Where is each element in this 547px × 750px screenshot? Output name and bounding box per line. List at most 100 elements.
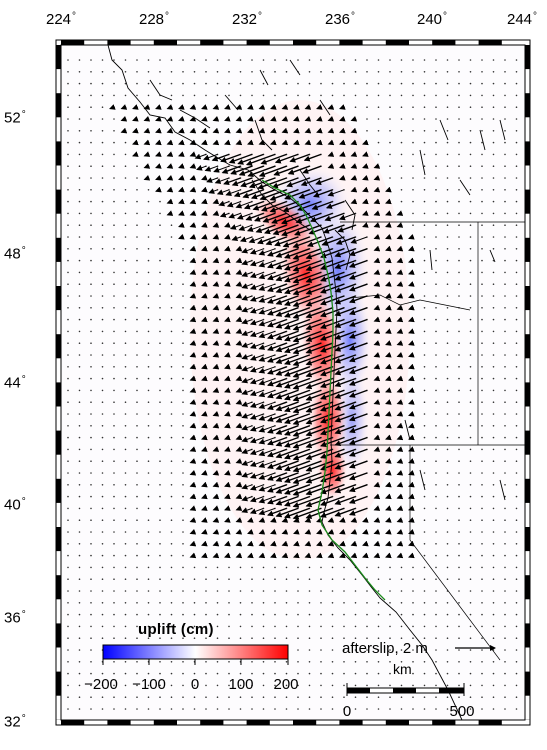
afterslip-vector (373, 458, 381, 464)
grid-dot (412, 189, 414, 191)
grid-dot (515, 318, 518, 321)
grid-dot (147, 578, 150, 580)
scale-bar (346, 683, 465, 696)
grid-dot (412, 613, 414, 616)
frame-tick (246, 40, 270, 45)
afterslip-vector (339, 151, 346, 157)
scale-bar-start: 0 (342, 703, 352, 720)
afterslip-vector (327, 139, 335, 146)
grid-dot (101, 189, 104, 191)
grid-dot (481, 307, 483, 309)
afterslip-vector (373, 174, 381, 181)
grid-dot (515, 366, 518, 368)
grid-dot (423, 543, 426, 545)
grid-dot (320, 71, 322, 73)
afterslip-vector (201, 292, 208, 299)
afterslip-vector (249, 496, 264, 503)
grid-dot (159, 389, 161, 392)
frame-tick (56, 382, 61, 407)
grid-dot (515, 82, 518, 85)
afterslip-vector (281, 115, 289, 122)
afterslip-vector (293, 552, 300, 559)
grid-dot (435, 271, 437, 274)
grid-dot (435, 625, 437, 628)
grid-dot (113, 696, 115, 698)
grid-dot (515, 436, 518, 439)
grid-dot (147, 448, 150, 451)
grid-dot (435, 248, 437, 250)
afterslip-vector (132, 139, 139, 146)
afterslip-vector (327, 189, 345, 197)
grid-dot (147, 554, 150, 557)
grid-dot (446, 271, 449, 274)
afterslip-vector (385, 222, 392, 228)
grid-dot (285, 696, 288, 698)
grid-dot (205, 590, 207, 592)
grid-dot (136, 71, 138, 73)
afterslip-vector (212, 281, 220, 287)
grid-dot (458, 661, 460, 663)
afterslip-vector (189, 446, 197, 452)
grid-dot (389, 141, 391, 144)
afterslip-vector (293, 517, 300, 523)
grid-dot (366, 94, 368, 97)
grid-dot (90, 153, 92, 156)
grid-dot (90, 330, 92, 333)
afterslip-vector (284, 307, 310, 318)
grid-dot (366, 649, 368, 651)
grid-dot (435, 401, 437, 404)
afterslip-vector (321, 236, 345, 246)
grid-dot (147, 71, 150, 73)
grid-dot (285, 708, 288, 710)
afterslip-vector (320, 484, 345, 495)
grid-dot (423, 106, 426, 108)
grid-dot (113, 661, 115, 663)
afterslip-vector (212, 469, 220, 476)
grid-dot (101, 684, 104, 687)
afterslip-vector (284, 354, 310, 366)
grid-dot (136, 200, 138, 203)
grid-dot (481, 637, 483, 639)
grid-dot (90, 71, 92, 73)
afterslip-vector (132, 151, 139, 157)
afterslip-vector (348, 413, 368, 422)
grid-dot (469, 425, 472, 427)
frame-tick (56, 93, 61, 118)
afterslip-vector (201, 139, 208, 146)
grid-dot (504, 684, 506, 687)
afterslip-vector (334, 295, 356, 305)
frame-tick (525, 237, 530, 262)
grid-dot (113, 672, 115, 675)
afterslip-vector (166, 127, 174, 134)
grid-dot (469, 484, 472, 486)
grid-dot (366, 637, 368, 639)
grid-dot (170, 613, 173, 616)
grid-dot (170, 425, 173, 427)
grid-dot (78, 519, 81, 521)
grid-dot (113, 318, 115, 321)
grid-dot (285, 82, 288, 85)
grid-dot (469, 566, 472, 569)
grid-dot (159, 602, 161, 604)
grid-dot (78, 531, 81, 533)
afterslip-vector (189, 410, 197, 417)
grid-dot (101, 389, 104, 392)
afterslip-vector (212, 115, 220, 122)
grid-dot (354, 71, 357, 73)
grid-dot (228, 602, 230, 604)
grid-dot (492, 106, 495, 108)
grid-dot (481, 590, 483, 592)
colorbar-tick-label: 100 (228, 676, 254, 693)
grid-dot (492, 613, 495, 616)
afterslip-vector (143, 127, 151, 134)
afterslip-vector (284, 330, 310, 342)
afterslip-vector (385, 458, 392, 464)
afterslip-vector (275, 425, 299, 435)
grid-dot (136, 212, 138, 215)
afterslip-vector (201, 363, 208, 370)
grid-dot (101, 519, 104, 521)
grid-dot (239, 602, 242, 604)
afterslip-vector (408, 351, 415, 358)
grid-dot (308, 613, 311, 616)
grid-dot (412, 224, 414, 226)
